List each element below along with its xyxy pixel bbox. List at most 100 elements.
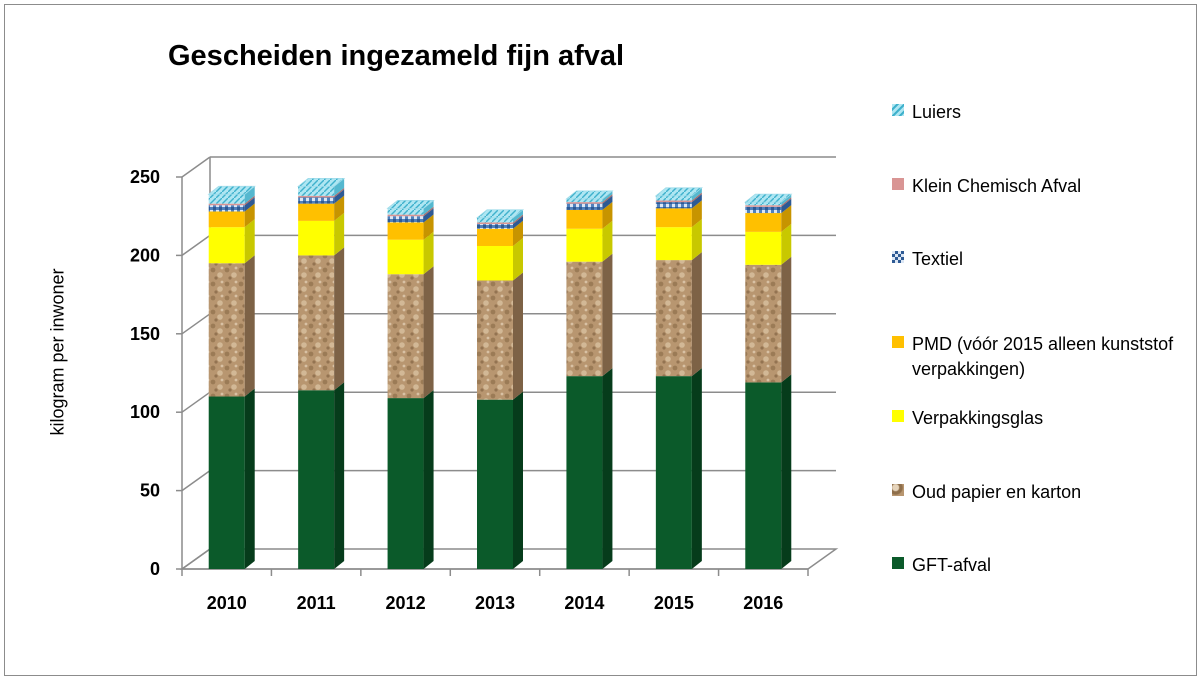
bar-segment-side [244,203,255,228]
bar-segment [387,398,424,569]
bar-segment [298,255,335,391]
bar-segment [745,382,782,569]
legend-label: Oud papier en karton [912,482,1082,502]
legend-swatch [892,104,904,116]
chart-title: Gescheiden ingezameld fijn afval [168,40,625,72]
legend-swatch [892,251,904,263]
bar-segment-side [781,256,792,383]
x-tick-label: 2015 [654,593,694,613]
y-tick-label: 250 [130,167,160,187]
bar-segment [477,224,513,229]
bar-segment-side [691,187,702,201]
bar-segment [566,228,603,262]
legend-swatch [892,557,904,569]
legend-item: Luiers [892,100,1182,125]
bar-top [207,185,256,195]
bar-segment-side [334,178,345,196]
bar-segment [477,245,513,281]
bar-segment-side [602,201,613,229]
bar-segment [745,202,782,206]
bar-segment-side [334,189,345,204]
legend-item: Klein Chemisch Afval [892,174,1182,199]
bar-segment-side [423,200,434,215]
bar-segment [387,239,424,275]
bar-segment [387,222,424,240]
bar-segment-side [244,219,255,264]
bar-segment [298,195,335,198]
legend-label: Luiers [912,102,962,122]
bar-segment-side [691,252,702,377]
bar-segment-side [691,194,702,209]
y-tick-label: 0 [150,559,160,579]
bar-segment [387,208,424,215]
bar-segment [745,213,782,232]
bar-segment [208,396,245,569]
bar-top [386,199,435,209]
bar-segment-side [781,374,792,569]
x-tick-label: 2013 [475,593,515,613]
x-tick-label: 2016 [743,593,783,613]
bar-segment [208,194,245,204]
bar-segment-side [781,205,792,232]
bar-top [654,187,703,197]
legend-item: Textiel [892,247,1182,272]
bar-segment-side [691,368,702,569]
bar-segment-side [244,197,255,212]
bar-segment-side [244,186,255,204]
bar-segment-side [423,231,434,275]
bar-segment-side [244,388,255,569]
y-tick-label: 150 [130,324,160,344]
legend-swatch [892,178,904,190]
bar-segment-side [334,195,345,221]
bar-segment [655,200,692,203]
bar-segment-side [334,247,345,391]
bar-top [744,193,793,203]
bar-segment [208,205,245,212]
bar-segment [566,202,603,204]
bar-segment-side [781,198,792,214]
legend-item: Verpakkingsglas [892,406,1182,431]
bar-segment [745,206,782,214]
bar-top [475,209,525,219]
bar-segment [477,228,513,246]
bar-segment [745,205,782,207]
bar-segment-side [781,194,792,206]
legend-swatch [892,336,904,348]
legend-label: Klein Chemisch Afval [912,176,1082,196]
bar-segment-side [513,214,523,225]
bar-segment [655,260,692,377]
bar-segment-side [602,253,613,377]
bar-segment [208,211,245,228]
bar-segment-side [334,212,345,256]
bar-segment-side [334,382,345,569]
bar-segment-side [513,272,523,400]
bar-segment-side [781,197,792,207]
x-tick-label: 2010 [207,593,247,613]
legend-item: Oud papier en karton [892,480,1182,505]
bar-segment [298,197,335,204]
bar-segment-side [602,194,613,204]
bar-segment-side [602,195,613,210]
bar-segment-side [781,223,792,265]
bar-segment [208,227,245,264]
bar-segment-side [691,219,702,261]
bar-segment [208,263,245,397]
bar-segment-side [513,220,523,246]
bar-segment-side [602,368,613,569]
bar-segment [566,203,603,210]
bar-segment [477,222,513,225]
bar-segment [387,216,424,223]
bar-segment-side [513,209,523,223]
gridline-depth [181,234,211,257]
bar-segment [745,231,782,265]
bar-segment [387,274,424,399]
bar-segment [566,376,603,569]
bar-segment-side [602,190,613,203]
bar-segment [566,198,603,203]
bar-segment [477,399,513,569]
bar-segment [477,217,513,223]
bar-top [297,178,346,187]
y-tick-label: 100 [130,402,160,422]
bar-segment [655,227,692,261]
